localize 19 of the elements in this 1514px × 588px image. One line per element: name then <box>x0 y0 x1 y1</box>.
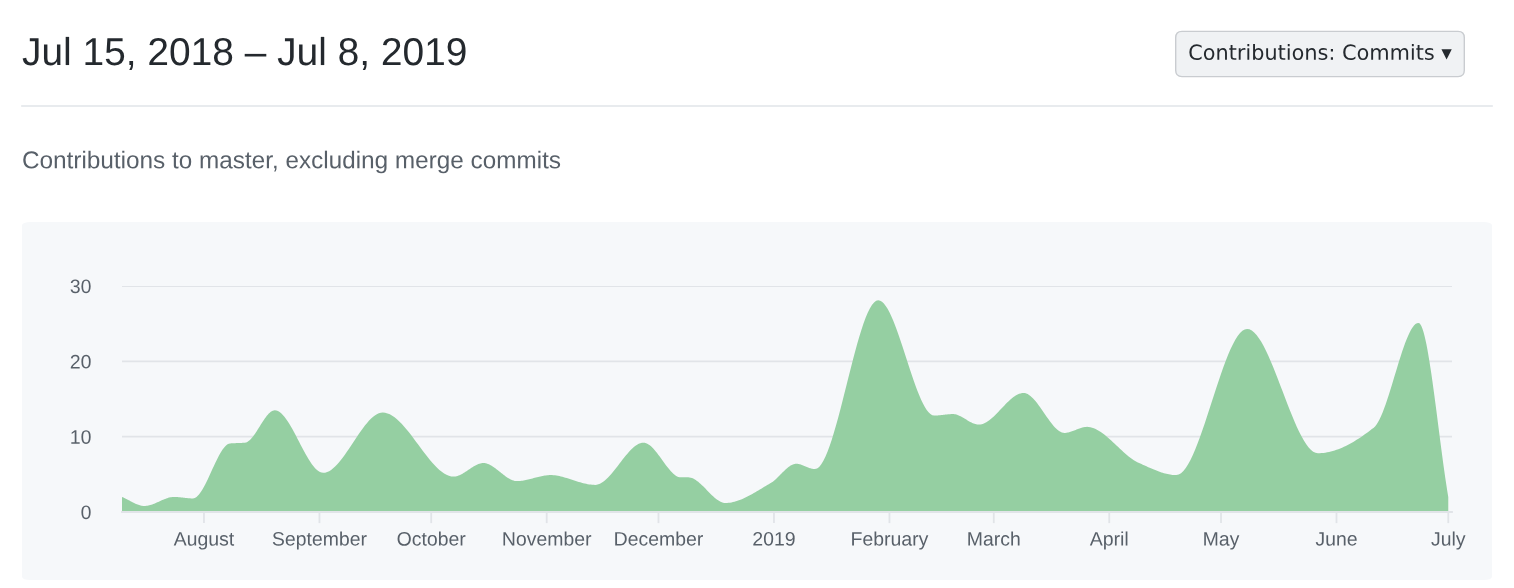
y-tick-label: 0 <box>81 505 91 520</box>
x-tick-label: 2019 <box>753 531 795 546</box>
x-tick-label: August <box>173 532 235 550</box>
chart-title: Jul 15, 2018 – Jul 8, 2019 <box>22 36 466 71</box>
chart-subtitle: Contributions to master, excluding merge commits <box>23 150 561 174</box>
x-tick-label: February <box>852 531 929 550</box>
y-tick-label: 20 <box>70 354 91 369</box>
x-tick-label: November <box>503 531 592 546</box>
x-tick-label: May <box>1204 532 1240 550</box>
x-tick-label: March <box>968 531 1020 546</box>
x-tick-label: July <box>1431 531 1466 550</box>
x-tick-label: October <box>397 531 466 546</box>
text: Contributions: Commits ▾ <box>1189 43 1452 61</box>
x-tick-label: April <box>1089 531 1128 550</box>
x-tick-label: June <box>1315 532 1357 546</box>
x-tick-label: December <box>615 531 703 546</box>
y-tick-label: 30 <box>70 279 91 294</box>
y-tick-label: 10 <box>71 430 91 444</box>
x-tick-label: September <box>272 531 367 550</box>
